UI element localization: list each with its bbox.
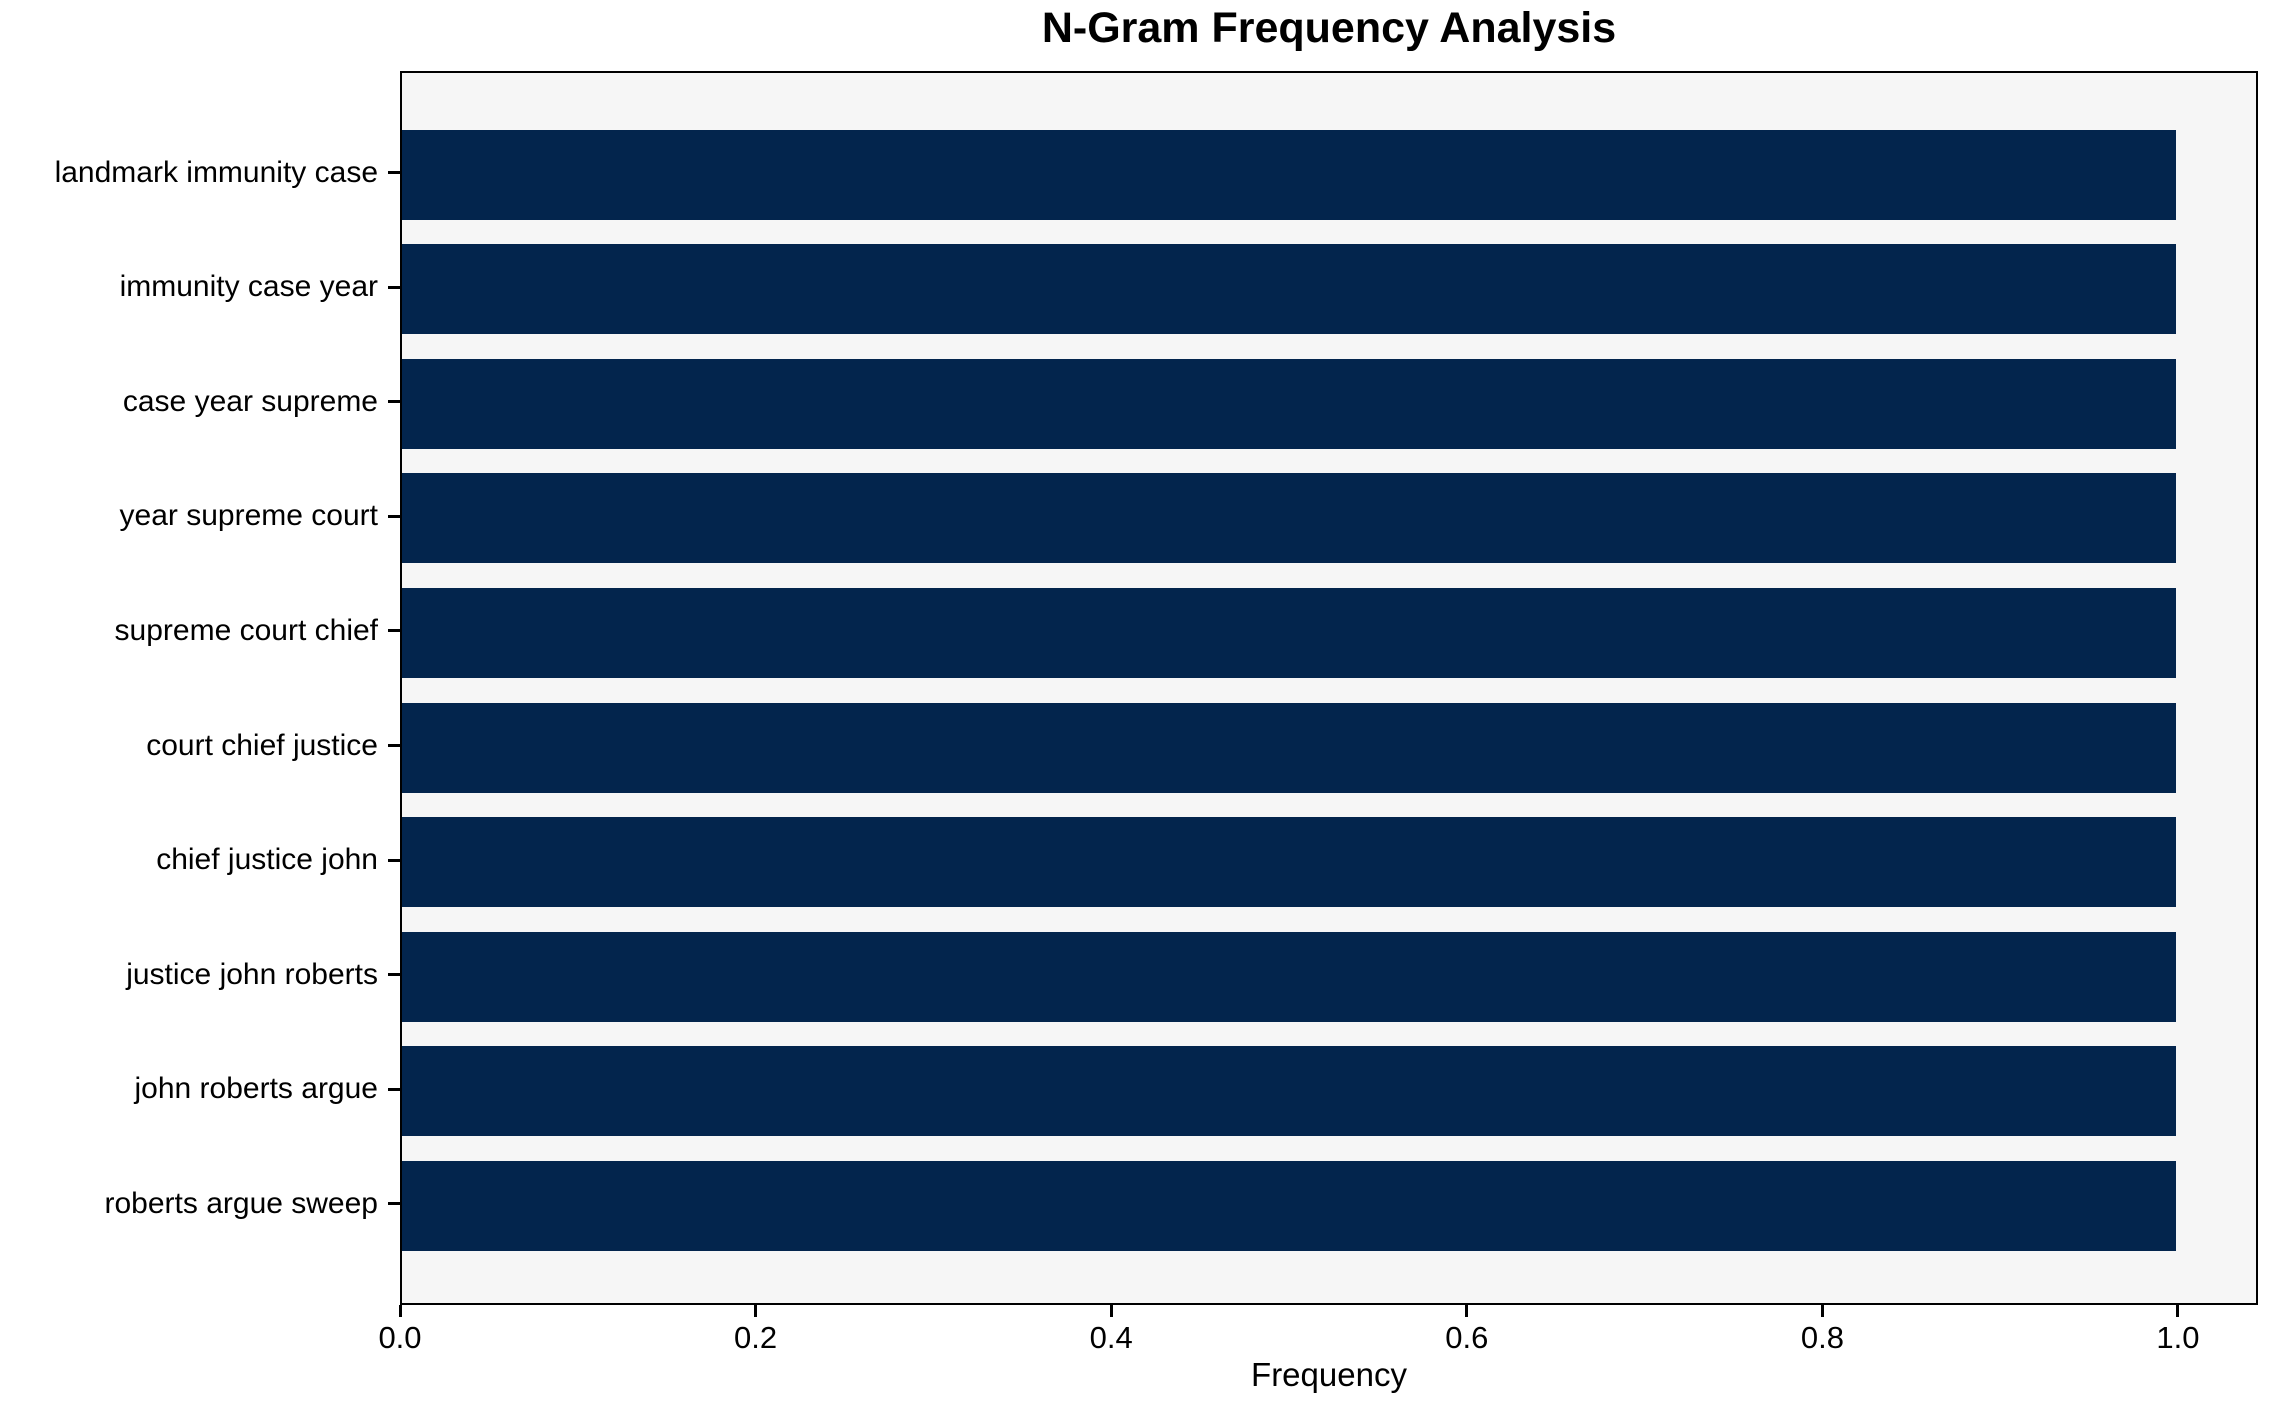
y-tick-label: case year supreme [122, 384, 378, 418]
x-tick-label: 0.0 [378, 1320, 422, 1355]
bar [402, 244, 2177, 335]
x-tick-label: 0.2 [734, 1320, 778, 1355]
y-tick-mark [388, 629, 400, 633]
y-tick-label: landmark immunity case [54, 155, 378, 189]
x-tick-mark [1820, 1305, 1824, 1317]
x-tick-mark [754, 1305, 758, 1317]
y-tick-mark [388, 1087, 400, 1091]
x-tick-mark [1109, 1305, 1113, 1317]
y-tick-label: court chief justice [146, 728, 378, 762]
x-tick-label: 0.8 [1800, 1320, 1844, 1355]
y-tick-mark [388, 973, 400, 977]
x-tick-label: 0.4 [1089, 1320, 1133, 1355]
bar [402, 473, 2177, 564]
y-tick-mark [388, 400, 400, 404]
chart-title: N-Gram Frequency Analysis [1041, 4, 1617, 52]
y-axis-tick-labels: landmark immunity case immunity case year… [0, 71, 378, 1305]
bars-layer [402, 73, 2256, 1303]
bar [402, 129, 2177, 220]
bar [402, 1160, 2177, 1251]
x-tick-mark [1465, 1305, 1469, 1317]
plot-area [400, 71, 2258, 1305]
y-tick-label: immunity case year [119, 270, 378, 304]
bar [402, 931, 2177, 1022]
x-tick-label: 0.6 [1445, 1320, 1489, 1355]
x-tick-mark [2176, 1305, 2180, 1317]
y-tick-label: chief justice john [156, 843, 378, 877]
y-tick-label: roberts argue sweep [104, 1186, 379, 1220]
y-tick-label: justice john roberts [126, 957, 378, 991]
bar [402, 587, 2177, 678]
x-tick-mark [398, 1305, 402, 1317]
bar [402, 1046, 2177, 1137]
y-tick-mark [388, 1202, 400, 1206]
y-tick-mark [388, 171, 400, 174]
x-axis-label: Frequency [1251, 1356, 1407, 1393]
y-tick-label: supreme court chief [114, 613, 378, 647]
bar [402, 817, 2177, 908]
bar [402, 702, 2177, 793]
bar [402, 358, 2177, 449]
y-tick-mark [388, 514, 400, 518]
x-tick-label: 1.0 [2156, 1320, 2200, 1355]
y-tick-mark [388, 858, 400, 862]
y-tick-label: john roberts argue [134, 1072, 379, 1106]
y-tick-mark [388, 744, 400, 747]
y-tick-label: year supreme court [119, 499, 378, 533]
y-tick-mark [388, 285, 400, 289]
